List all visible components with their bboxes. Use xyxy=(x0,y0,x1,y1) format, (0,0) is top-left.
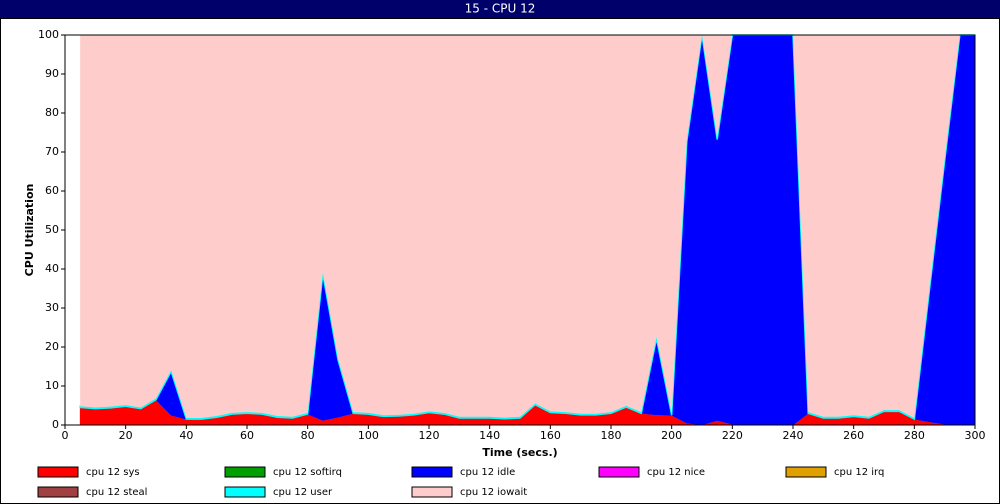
legend-swatch xyxy=(411,466,453,478)
legend-label: cpu 12 irq xyxy=(834,467,884,478)
legend-swatch xyxy=(37,486,79,498)
y-axis-label: CPU Utilization xyxy=(23,184,36,277)
legend-swatch xyxy=(785,466,827,478)
area xyxy=(80,35,975,418)
x-tick-label: 200 xyxy=(661,429,682,442)
legend-swatch xyxy=(224,486,266,498)
legend-swatch xyxy=(224,466,266,478)
y-tick-label: 10 xyxy=(45,379,59,392)
legend-label: cpu 12 idle xyxy=(460,467,515,478)
legend-label: cpu 12 steal xyxy=(86,487,147,498)
y-tick-label: 30 xyxy=(45,301,59,314)
legend-swatch xyxy=(37,466,79,478)
x-tick-label: 120 xyxy=(419,429,440,442)
x-tick-label: 60 xyxy=(240,429,254,442)
x-tick-label: 80 xyxy=(301,429,315,442)
x-tick-label: 220 xyxy=(722,429,743,442)
y-tick-label: 50 xyxy=(45,223,59,236)
y-tick-label: 80 xyxy=(45,106,59,119)
x-tick-label: 40 xyxy=(179,429,193,442)
x-tick-label: 100 xyxy=(358,429,379,442)
x-tick-label: 180 xyxy=(601,429,622,442)
y-tick-label: 100 xyxy=(38,28,59,41)
x-tick-label: 280 xyxy=(904,429,925,442)
x-tick-label: 20 xyxy=(119,429,133,442)
legend-label: cpu 12 softirq xyxy=(273,467,342,478)
chart-title: 15 - CPU 12 xyxy=(465,2,536,16)
y-tick-label: 70 xyxy=(45,145,59,158)
title-bar xyxy=(0,0,1000,18)
x-tick-label: 300 xyxy=(965,429,986,442)
x-tick-label: 0 xyxy=(62,429,69,442)
x-tick-label: 240 xyxy=(783,429,804,442)
y-tick-label: 0 xyxy=(52,418,59,431)
legend-label: cpu 12 sys xyxy=(86,467,140,478)
y-tick-label: 60 xyxy=(45,184,59,197)
legend-swatch xyxy=(598,466,640,478)
x-axis-label: Time (secs.) xyxy=(482,446,557,459)
plot-area xyxy=(65,34,976,426)
y-tick-label: 90 xyxy=(45,67,59,80)
legend-label: cpu 12 iowait xyxy=(460,487,527,498)
x-tick-label: 160 xyxy=(540,429,561,442)
legend-label: cpu 12 nice xyxy=(647,467,705,478)
x-tick-label: 140 xyxy=(479,429,500,442)
y-tick-label: 20 xyxy=(45,340,59,353)
legend-label: cpu 12 user xyxy=(273,487,333,498)
x-tick-label: 260 xyxy=(843,429,864,442)
y-tick-label: 40 xyxy=(45,262,59,275)
legend-swatch xyxy=(411,486,453,498)
